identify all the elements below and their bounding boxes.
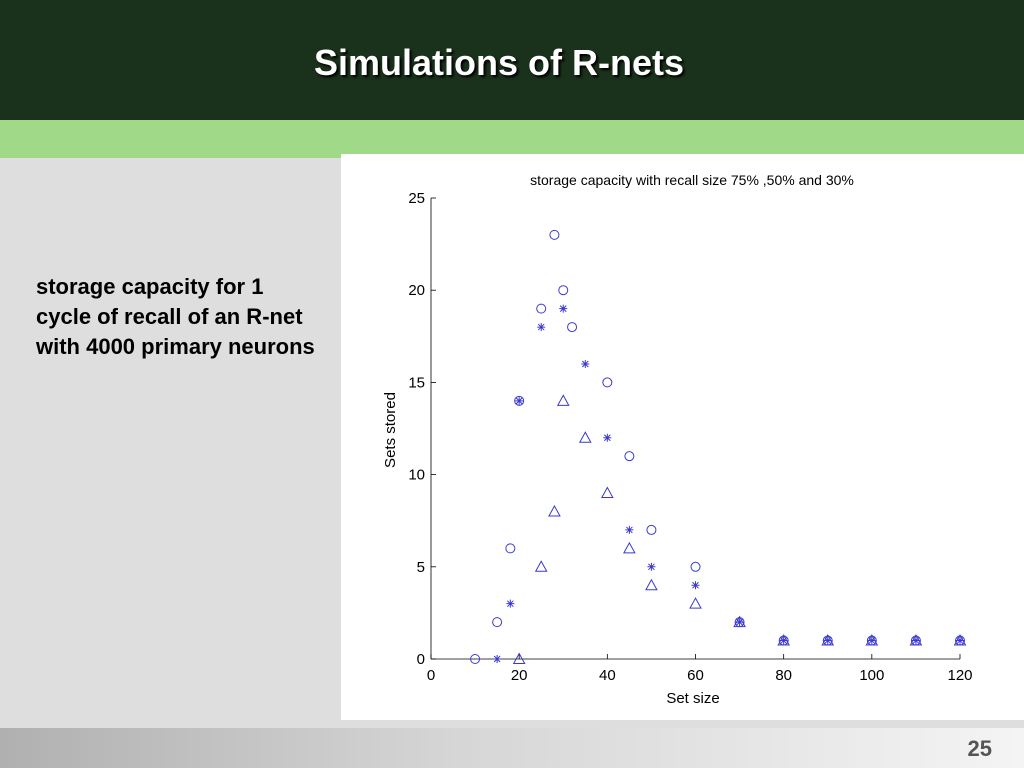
scatter-chart: storage capacity with recall size 75% ,5… <box>382 172 973 707</box>
circle-marker <box>536 303 547 314</box>
star-marker <box>559 304 568 313</box>
y-tick-label: 0 <box>417 651 425 668</box>
chart-marks <box>470 229 967 664</box>
star-marker <box>493 655 502 663</box>
star-marker <box>956 636 964 645</box>
triangle-marker <box>909 634 923 646</box>
triangle-marker <box>689 597 702 609</box>
star-marker <box>823 636 832 645</box>
triangle-marker <box>600 486 614 499</box>
circle-marker <box>602 377 613 388</box>
circle-marker <box>690 561 701 572</box>
star-marker <box>779 636 788 645</box>
y-tick-label: 15 <box>408 374 425 391</box>
circle-marker <box>567 322 578 333</box>
y-tick-label: 10 <box>408 467 425 484</box>
star-marker <box>735 618 744 627</box>
slide-title: Simulations of R-nets <box>313 42 685 83</box>
x-tick-label: 0 <box>427 667 435 684</box>
x-tick-label: 20 <box>511 667 528 684</box>
star-marker <box>581 359 590 368</box>
star-marker <box>603 433 612 442</box>
triangle-marker <box>953 634 967 646</box>
triangle-marker <box>733 615 746 628</box>
triangle-marker <box>512 652 526 664</box>
page-number: 25 <box>967 736 992 761</box>
circle-marker <box>558 285 569 296</box>
circle-marker <box>514 395 525 406</box>
circle-marker <box>492 617 503 628</box>
circle-marker <box>624 451 635 462</box>
slide-caption: storage capacity for 1 cycle of recall o… <box>36 274 315 359</box>
triangle-marker <box>578 431 592 443</box>
triangle-marker <box>821 634 835 646</box>
chart-figure: storage capacity with recall size 75% ,5… <box>341 154 1024 720</box>
star-marker <box>691 581 700 590</box>
star-marker <box>625 525 634 534</box>
triangle-marker <box>777 634 791 646</box>
y-tick-label: 20 <box>408 282 425 299</box>
chart-title: storage capacity with recall size 75% ,5… <box>530 172 854 188</box>
triangle-marker <box>623 541 636 554</box>
x-tick-label: 100 <box>859 667 884 684</box>
x-tick-label: 40 <box>599 667 616 684</box>
x-tick-label: 60 <box>687 667 704 684</box>
y-tick-label: 5 <box>417 559 425 576</box>
triangle-marker <box>548 504 561 517</box>
star-marker <box>867 636 876 645</box>
star-marker <box>647 562 656 571</box>
triangle-marker <box>534 560 548 572</box>
triangle-marker <box>556 394 570 406</box>
circle-marker <box>549 229 560 240</box>
x-axis-label: Set size <box>666 690 719 707</box>
circle-marker <box>470 654 481 664</box>
accent-band <box>0 120 1024 158</box>
slide-header: Simulations of R-nets <box>0 0 1024 120</box>
circle-marker <box>505 543 516 554</box>
star-marker <box>515 396 524 405</box>
x-tick-label: 120 <box>947 667 972 684</box>
triangle-marker <box>645 578 658 591</box>
star-marker <box>911 636 920 645</box>
circle-marker <box>646 524 657 535</box>
star-marker <box>506 599 515 608</box>
left-panel <box>0 158 341 728</box>
chart-axes: 0 5 10 15 20 25 0 20 40 60 80 100 120 <box>408 190 972 684</box>
y-tick-label: 25 <box>408 190 425 207</box>
star-marker <box>537 323 546 332</box>
triangle-marker <box>865 634 879 646</box>
y-axis-label: Sets stored <box>382 392 399 468</box>
slide-footer <box>0 728 1024 768</box>
x-tick-label: 80 <box>775 667 792 684</box>
